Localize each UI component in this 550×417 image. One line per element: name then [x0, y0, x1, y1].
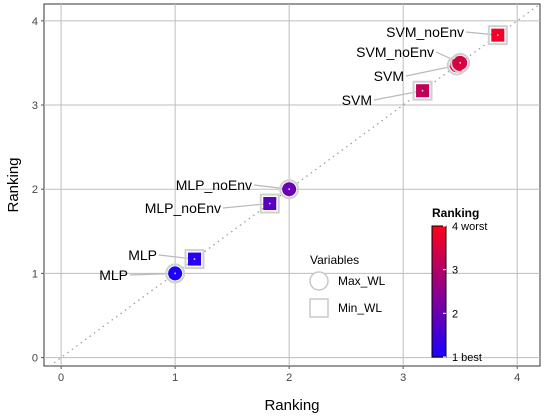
color-gradient-step: [432, 291, 446, 296]
color-gradient-step: [432, 353, 446, 358]
color-tick-label: 1 best: [452, 352, 482, 364]
point-halo: [184, 249, 205, 270]
color-gradient-step: [432, 304, 446, 309]
y-tick-label: 1: [32, 268, 38, 280]
point-center: [174, 272, 177, 275]
color-gradient-step: [432, 229, 446, 234]
color-gradient-step: [432, 271, 446, 276]
point-halo: [259, 193, 280, 214]
axis-ticks: 0 1 2 3 4 0 1 2 3 4: [32, 16, 520, 384]
color-gradient-step: [432, 278, 446, 283]
color-gradient-step: [432, 334, 446, 338]
color-gradient-step: [432, 320, 446, 325]
color-gradient-step: [432, 311, 446, 316]
point-center: [288, 188, 291, 191]
color-gradient-step: [432, 307, 446, 312]
color-gradient-step: [432, 298, 446, 302]
shape-legend-title: Variables: [310, 253, 359, 267]
y-tick-label: 3: [32, 100, 38, 112]
point-label: MLP: [99, 267, 128, 283]
point-halo: [165, 263, 186, 284]
point-label: SVM_noEnv: [386, 24, 464, 40]
color-gradient-step: [432, 239, 446, 243]
color-gradient-step: [432, 340, 446, 345]
color-gradient-step: [432, 258, 446, 263]
color-gradient-step: [432, 245, 446, 250]
data-points: [165, 25, 508, 284]
point-halo: [279, 179, 300, 200]
point-halo: [487, 25, 508, 46]
point-label: SVM: [374, 68, 404, 84]
color-gradient-step: [432, 242, 446, 247]
x-tick-label: 2: [286, 372, 292, 384]
leader-line: [222, 202, 270, 209]
color-gradient-step: [432, 232, 446, 237]
color-gradient-step: [432, 324, 446, 329]
point-label: MLP: [128, 247, 157, 263]
point-halo: [412, 80, 433, 101]
point-center: [193, 258, 196, 260]
point-center: [496, 34, 499, 37]
color-tick-label: 2: [452, 308, 458, 320]
y-axis-title: Ranking: [5, 157, 22, 212]
color-gradient-step: [432, 314, 446, 319]
point-labels: MLP MLP_noEnv SVM SVM_noEnv MLP MLP_noEnv SVM S…: [99, 24, 498, 283]
x-tick-label: 0: [58, 372, 64, 384]
legend-square-icon: [309, 298, 329, 318]
color-gradient-step: [432, 347, 446, 352]
point-label: SVM: [342, 92, 372, 108]
x-tick-label: 4: [514, 372, 520, 384]
y-tick-label: 4: [32, 16, 38, 28]
grid: [44, 4, 540, 366]
leader-line: [129, 272, 176, 276]
y-tick-label: 2: [32, 184, 38, 196]
point-halo: [450, 52, 471, 73]
point-center: [421, 89, 424, 92]
color-legend: Ranking 1 best 2 3 4 worst: [431, 206, 487, 364]
shape-legend: Variables Max_WL Min_WL: [309, 253, 386, 318]
legend-item-label: Max_WL: [338, 274, 386, 288]
color-tick-label: 3: [452, 265, 458, 277]
color-gradient-step: [432, 248, 446, 253]
color-gradient-step: [432, 330, 446, 335]
point-label: MLP_noEnv: [145, 200, 221, 216]
color-gradient-step: [432, 337, 446, 342]
color-gradient-step: [432, 252, 446, 257]
color-gradient-step: [432, 281, 446, 286]
legend-item-label: Min_WL: [338, 301, 382, 315]
color-gradient-step: [432, 284, 446, 289]
color-gradient-step: [432, 226, 446, 230]
color-gradient-step: [432, 343, 446, 348]
color-tick-label: 4 worst: [452, 221, 487, 233]
color-bar-frame: [431, 225, 447, 358]
x-tick-label: 3: [400, 372, 406, 384]
x-axis-title: Ranking: [264, 397, 319, 414]
color-gradient-step: [432, 294, 446, 299]
color-gradient-step: [432, 327, 446, 332]
color-gradient-step: [432, 301, 446, 306]
legend-circle-icon: [309, 271, 329, 291]
point-label: SVM_noEnv: [356, 44, 434, 60]
color-gradient-step: [432, 317, 446, 322]
color-gradient-step: [432, 265, 446, 270]
color-gradient-step: [432, 262, 446, 266]
y-tick-label: 0: [32, 353, 38, 365]
color-gradient-step: [432, 255, 446, 260]
point-center: [459, 62, 462, 64]
color-gradient-step: [432, 235, 446, 240]
color-gradient-step: [432, 288, 446, 293]
color-legend-title: Ranking: [432, 206, 479, 220]
point-label: MLP_noEnv: [176, 177, 252, 193]
x-tick-label: 1: [172, 372, 178, 384]
color-gradient-step: [432, 350, 446, 355]
color-gradient-step: [432, 268, 446, 273]
color-gradient-step: [432, 275, 446, 279]
point-center: [268, 202, 271, 205]
